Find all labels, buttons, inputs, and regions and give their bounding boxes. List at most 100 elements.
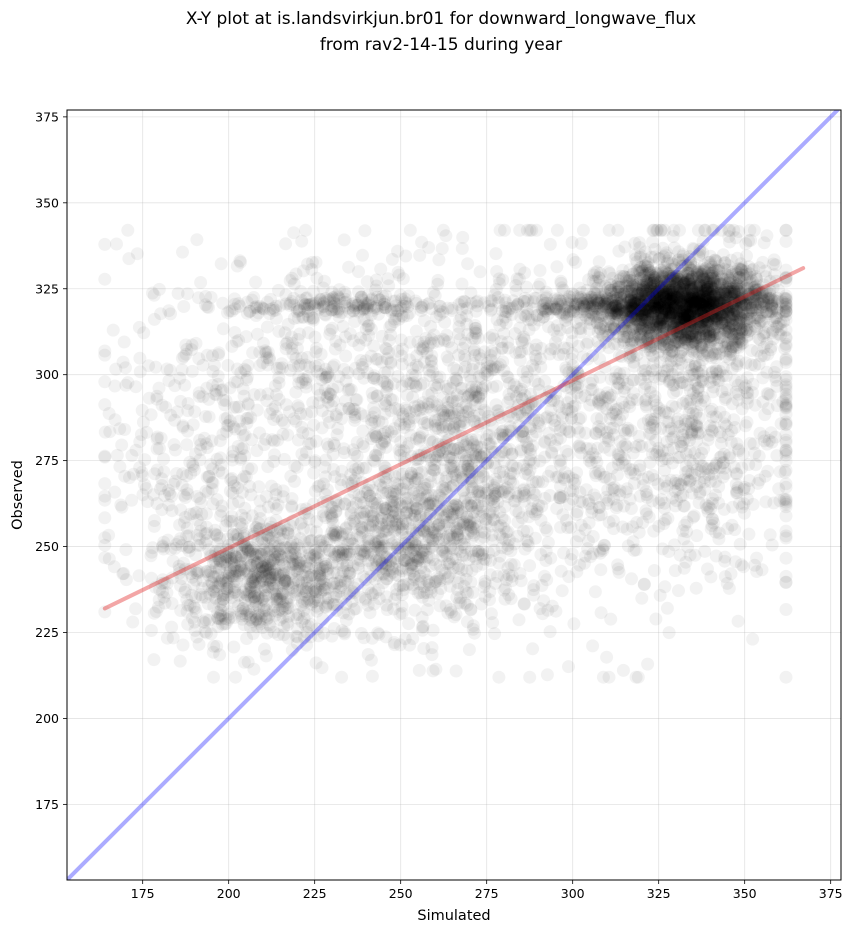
data-point — [431, 273, 445, 287]
data-point — [211, 620, 225, 634]
data-point — [214, 542, 228, 556]
data-point — [245, 558, 258, 572]
data-point — [210, 537, 224, 551]
data-point — [473, 265, 487, 279]
data-point — [262, 571, 276, 585]
data-point — [570, 466, 584, 480]
data-point — [176, 638, 190, 652]
data-point — [257, 554, 271, 568]
data-point — [129, 380, 143, 394]
data-point — [185, 588, 199, 602]
data-point — [302, 535, 316, 549]
data-point — [147, 653, 161, 667]
data-point — [299, 554, 313, 568]
data-point — [240, 552, 254, 566]
data-point — [291, 333, 305, 346]
data-point — [106, 323, 120, 337]
data-point — [149, 605, 163, 618]
data-point — [193, 538, 207, 552]
data-point — [326, 577, 340, 590]
data-point — [262, 558, 276, 572]
data-point — [561, 447, 575, 461]
data-point — [98, 538, 112, 552]
data-point — [455, 563, 469, 577]
data-point — [310, 556, 324, 570]
data-point — [452, 348, 466, 362]
data-point — [251, 534, 265, 548]
data-point — [447, 454, 461, 468]
data-point — [264, 554, 278, 568]
data-point — [222, 569, 236, 583]
data-point — [420, 586, 434, 600]
data-point — [520, 462, 533, 476]
data-point — [213, 609, 227, 623]
data-point — [244, 559, 257, 573]
data-point — [311, 594, 325, 607]
data-point — [162, 374, 176, 388]
data-point — [244, 608, 257, 622]
data-point — [358, 591, 372, 605]
data-point — [321, 581, 335, 595]
data-point — [234, 607, 248, 620]
data-point — [483, 331, 497, 345]
data-point — [528, 531, 542, 545]
data-point — [184, 567, 198, 581]
data-point — [204, 627, 218, 641]
data-point — [453, 332, 467, 346]
data-point — [310, 568, 324, 582]
data-point — [252, 590, 266, 604]
data-point — [289, 385, 303, 399]
data-point — [253, 547, 267, 561]
data-point — [212, 562, 226, 576]
data-point — [308, 330, 322, 344]
data-point — [225, 546, 239, 560]
data-point — [293, 562, 307, 576]
data-point — [261, 580, 275, 594]
data-point — [165, 597, 179, 610]
data-point — [209, 587, 223, 601]
data-point — [335, 624, 349, 638]
data-point — [213, 549, 227, 563]
data-point — [513, 353, 527, 367]
data-point — [282, 583, 295, 597]
data-point — [281, 550, 295, 564]
data-point — [447, 610, 461, 624]
data-point — [228, 569, 242, 583]
data-point — [328, 548, 342, 561]
data-point — [698, 544, 712, 558]
data-point — [169, 538, 183, 551]
data-point — [423, 559, 437, 573]
data-point — [529, 342, 542, 356]
data-point — [293, 559, 307, 573]
data-point — [249, 610, 263, 624]
data-point — [247, 529, 261, 543]
data-point — [246, 615, 260, 629]
data-point — [432, 334, 445, 348]
data-point — [246, 542, 260, 556]
data-point — [321, 591, 335, 605]
data-point — [158, 576, 172, 590]
data-point — [180, 529, 194, 543]
data-point — [327, 597, 341, 611]
data-point — [333, 574, 347, 588]
data-point — [602, 434, 616, 448]
data-point — [268, 571, 282, 585]
data-point — [250, 620, 264, 634]
data-point — [309, 561, 323, 575]
data-point — [320, 533, 334, 547]
data-point — [309, 581, 323, 595]
data-point — [129, 602, 143, 616]
data-point — [317, 583, 331, 597]
data-point — [484, 607, 498, 621]
data-point — [392, 569, 406, 583]
data-point — [243, 613, 257, 626]
data-point — [122, 252, 136, 266]
data-point — [332, 548, 346, 562]
data-point — [442, 515, 456, 529]
data-point — [451, 583, 465, 597]
data-point — [326, 528, 340, 542]
data-point — [211, 549, 225, 563]
data-point — [98, 272, 112, 286]
data-point — [190, 233, 204, 247]
data-point — [416, 343, 429, 357]
